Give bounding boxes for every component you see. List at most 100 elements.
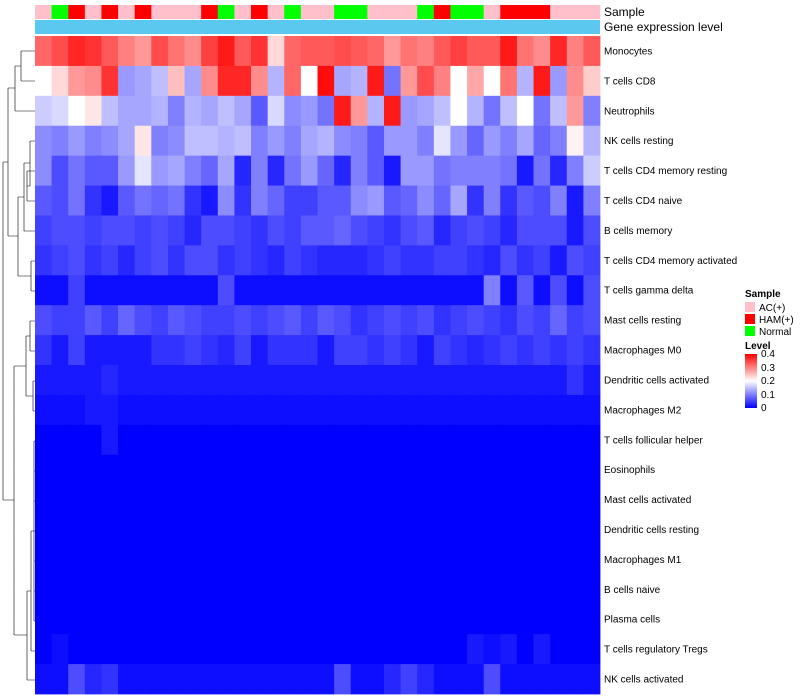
heatmap-cell: [417, 634, 435, 665]
row-label: Neutrophils: [604, 106, 655, 117]
heatmap-cell: [300, 574, 318, 605]
heatmap-cell: [101, 155, 119, 186]
heatmap-cell: [334, 484, 352, 515]
heatmap-cell: [51, 634, 69, 665]
heatmap-cell: [184, 125, 202, 157]
heatmap-cell: [68, 215, 86, 246]
heatmap-cell: [217, 424, 235, 456]
heatmap-cell: [118, 574, 136, 605]
heatmap-cell: [184, 275, 202, 306]
heatmap-cell: [35, 95, 53, 127]
row-label: T cells CD4 memory resting: [604, 166, 727, 177]
heatmap-cell: [68, 185, 86, 216]
row-label: Eosinophils: [604, 465, 655, 476]
heatmap-cell: [350, 634, 368, 665]
heatmap-cell: [101, 424, 119, 456]
heatmap-cell: [467, 365, 485, 396]
heatmap-cell: [134, 514, 152, 545]
heatmap-cell: [533, 185, 551, 216]
heatmap-cell: [118, 275, 136, 306]
heatmap-cell: [583, 514, 601, 545]
heatmap-cell: [334, 305, 352, 336]
heatmap-cell: [516, 544, 534, 575]
heatmap-cell: [184, 454, 202, 486]
heatmap-cell: [417, 664, 435, 695]
heatmap-cell: [217, 215, 235, 246]
heatmap-cell: [284, 335, 302, 366]
heatmap-cell: [533, 275, 551, 306]
heatmap-cell: [334, 125, 352, 157]
heatmap-cell: [433, 245, 451, 276]
heatmap-cell: [68, 394, 86, 426]
heatmap-cell: [201, 544, 219, 575]
heatmap-cell: [234, 275, 252, 306]
legend-swatch-ac: [745, 302, 755, 312]
heatmap-cell: [134, 245, 152, 276]
heatmap-cell: [51, 155, 69, 186]
heatmap-cell: [151, 394, 169, 426]
heatmap-cell: [383, 155, 401, 186]
heatmap-cell: [167, 245, 185, 276]
heatmap-cell: [151, 36, 169, 67]
heatmap-cell: [201, 245, 219, 276]
heatmap-cell: [583, 185, 601, 216]
heatmap-cell: [350, 544, 368, 575]
heatmap-cell: [300, 514, 318, 545]
heatmap-cell: [35, 125, 53, 157]
sample-annotation-cell: [433, 5, 451, 19]
heatmap-cell: [101, 544, 119, 575]
heatmap-cell: [400, 484, 418, 515]
heatmap-cell: [267, 514, 285, 545]
heatmap-cell: [234, 544, 252, 575]
heatmap-cell: [51, 424, 69, 456]
heatmap-cell: [334, 36, 352, 67]
heatmap-cell: [101, 454, 119, 486]
heatmap-cell: [118, 335, 136, 366]
heatmap-cell: [284, 245, 302, 276]
heatmap-cell: [35, 514, 53, 545]
heatmap-cell: [417, 305, 435, 336]
heatmap-cell: [84, 394, 102, 426]
heatmap-cell: [433, 604, 451, 635]
heatmap-cell: [334, 95, 352, 127]
heatmap-cell: [118, 36, 136, 67]
heatmap-cell: [433, 36, 451, 67]
heatmap-cell: [68, 424, 86, 456]
heatmap-cell: [450, 245, 468, 276]
heatmap-cell: [566, 335, 584, 366]
heatmap-cell: [334, 215, 352, 246]
row-label: Macrophages M0: [604, 346, 682, 357]
heatmap-cell: [400, 394, 418, 426]
heatmap-cell: [251, 454, 269, 486]
heatmap-cell: [317, 335, 335, 366]
heatmap-cell: [101, 664, 119, 695]
heatmap-cell: [433, 664, 451, 695]
heatmap-cell: [251, 574, 269, 605]
heatmap-cell: [84, 454, 102, 486]
heatmap-cell: [300, 634, 318, 665]
heatmap-cell: [84, 544, 102, 575]
heatmap-cell: [350, 65, 368, 97]
heatmap-cell: [566, 275, 584, 306]
heatmap-cell: [184, 245, 202, 276]
heatmap-cell: [583, 424, 601, 456]
heatmap-cell: [267, 335, 285, 366]
heatmap-cell: [350, 36, 368, 67]
heatmap-cell: [367, 275, 385, 306]
sample-annotation-cell: [383, 5, 401, 19]
heatmap-cell: [550, 36, 568, 67]
heatmap-cell: [317, 424, 335, 456]
heatmap-cell: [300, 484, 318, 515]
heatmap-cell: [267, 215, 285, 246]
heatmap-cell: [184, 664, 202, 695]
heatmap-cell: [317, 275, 335, 306]
heatmap-cell: [51, 335, 69, 366]
heatmap-cell: [550, 155, 568, 186]
heatmap-cell: [68, 454, 86, 486]
heatmap-cell: [134, 484, 152, 515]
heatmap-cell: [300, 155, 318, 186]
heatmap-cell: [500, 365, 518, 396]
heatmap-cell: [417, 185, 435, 216]
heatmap-cell: [383, 65, 401, 97]
heatmap-cell: [217, 454, 235, 486]
